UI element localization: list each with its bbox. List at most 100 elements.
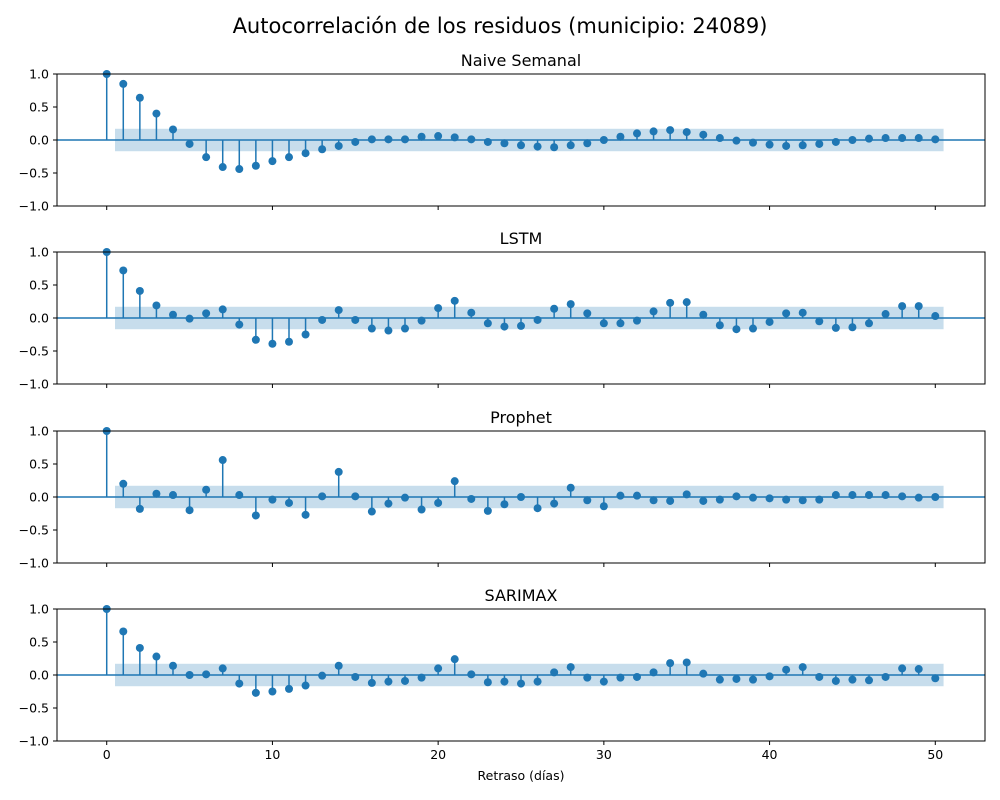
acf-point [467, 670, 476, 679]
acf-point [351, 672, 360, 681]
acf-point [517, 321, 525, 330]
acf-point [119, 627, 128, 636]
acf-point [285, 337, 293, 346]
acf-point [218, 664, 227, 673]
acf-point [865, 676, 873, 685]
acf-point [931, 493, 940, 501]
acf-point [599, 136, 608, 144]
acf-point [483, 137, 492, 146]
acf-point [566, 141, 575, 150]
acf-point [251, 511, 260, 520]
acf-point [931, 135, 940, 144]
acf-point [633, 491, 641, 500]
acf-panel-1: 1.0 0.5 0.0 −0.5 −1.0 Naive Semanal [19, 51, 986, 214]
acf-point [251, 688, 260, 697]
y-tick-label: −1.0 [19, 199, 49, 214]
acf-point [318, 492, 327, 501]
acf-point [235, 165, 244, 174]
acf-point [815, 672, 824, 681]
acf-point [119, 266, 128, 275]
acf-point [749, 138, 757, 147]
acf-point [931, 674, 940, 683]
acf-point [434, 664, 443, 673]
acf-point [881, 134, 890, 143]
acf-point [285, 498, 293, 507]
acf-point [285, 684, 293, 693]
y-tick-label: 0.0 [29, 311, 49, 326]
acf-point [599, 677, 608, 686]
acf-point [135, 504, 144, 513]
acf-point [765, 672, 774, 681]
acf-point [699, 130, 708, 139]
acf-point [649, 496, 658, 505]
acf-point [334, 141, 343, 150]
acf-point [334, 661, 343, 670]
acf-point [152, 109, 161, 118]
acf-point [533, 677, 542, 686]
acf-point [434, 498, 443, 507]
acf-point [831, 676, 840, 685]
acf-point [782, 665, 791, 674]
acf-point [202, 485, 211, 494]
acf-point [467, 494, 476, 503]
acf-point [450, 655, 459, 664]
acf-point [450, 133, 459, 142]
acf-point [881, 491, 890, 500]
acf-point [401, 676, 409, 685]
acf-point [119, 479, 128, 488]
acf-point [848, 323, 857, 332]
acf-point [914, 134, 923, 143]
acf-point [682, 128, 691, 137]
y-tick-label: 0.5 [29, 100, 49, 115]
y-tick-label: 0.5 [29, 635, 49, 650]
acf-panel-3: 1.0 0.5 0.0 −0.5 −1.0 Prophet [19, 408, 986, 571]
acf-point [765, 317, 774, 326]
acf-point [914, 665, 923, 674]
acf-point [550, 143, 559, 152]
acf-point [865, 319, 873, 328]
acf-point [682, 658, 691, 667]
acf-point [566, 483, 575, 492]
acf-point [367, 135, 376, 144]
acf-point [898, 664, 907, 673]
acf-point [815, 139, 824, 148]
acf-point [135, 93, 144, 102]
acf-point [765, 494, 774, 503]
acf-point [318, 315, 327, 324]
acf-point [483, 319, 492, 328]
acf-point [318, 671, 327, 680]
x-tick-label: 50 [927, 747, 943, 762]
acf-point [517, 679, 525, 688]
acf-point [583, 673, 592, 682]
acf-point [235, 679, 244, 688]
acf-point [831, 323, 840, 332]
acf-point [798, 141, 807, 150]
acf-point [898, 492, 907, 501]
acf-point [417, 505, 426, 514]
acf-point [782, 495, 791, 504]
acf-point [334, 306, 343, 315]
acf-point [881, 672, 890, 681]
acf-point [434, 132, 443, 141]
acf-point [649, 307, 658, 316]
y-tick-label: −1.0 [19, 377, 49, 392]
acf-point [765, 140, 774, 149]
acf-point [301, 681, 310, 690]
acf-point [616, 673, 625, 682]
acf-point [384, 499, 393, 508]
acf-point [881, 310, 890, 319]
acf-point [865, 134, 873, 143]
acf-point [616, 132, 625, 141]
acf-point [914, 493, 923, 502]
acf-point [699, 310, 708, 319]
acf-point [218, 163, 227, 172]
y-tick-label: −0.5 [19, 344, 49, 359]
acf-point [533, 315, 542, 324]
y-tick-label: 1.0 [29, 602, 49, 617]
acf-point [218, 305, 227, 314]
acf-point [566, 663, 575, 672]
acf-point [732, 136, 741, 145]
acf-point [185, 314, 194, 323]
acf-point [749, 493, 757, 502]
